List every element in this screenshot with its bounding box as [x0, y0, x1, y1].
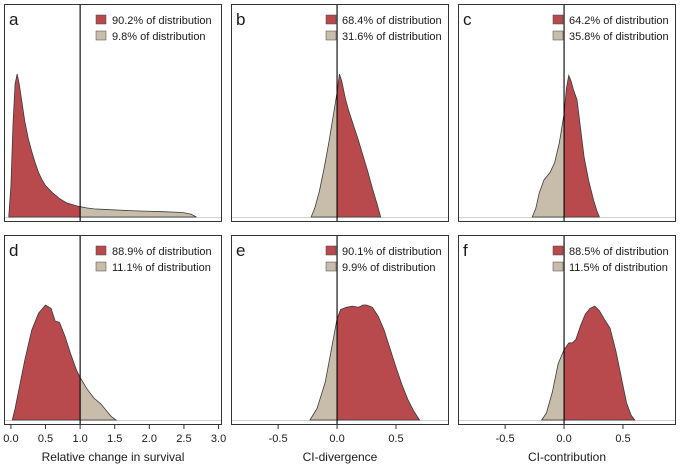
legend-swatch-main-e	[325, 245, 337, 256]
panel-d: d 88.9% of distribution 11.1% of distribut…	[4, 235, 222, 425]
density-left-d	[12, 305, 81, 420]
x-tick-label-1-3: 1.5	[107, 433, 122, 445]
x-tick-label-3-2: 0.5	[615, 433, 630, 445]
x-tick-label-3-0: -0.5	[496, 433, 515, 445]
x-axis-col-2: -0.5 0.0 0.5 CI-divergence	[269, 425, 404, 464]
x-axis-title-3: CI-contribution	[528, 450, 606, 464]
legend-label-other-c: 35.8% of distribution	[569, 31, 669, 43]
legend-swatch-other-f	[552, 261, 564, 272]
density-outline-f	[540, 305, 636, 421]
x-tick-label-1-1: 0.5	[38, 433, 53, 445]
panel-letter-f: f	[463, 241, 468, 260]
x-tick-label-3-1: 0.0	[556, 433, 571, 445]
legend-label-main-c: 64.2% of distribution	[569, 15, 669, 27]
panel-letter-c: c	[463, 10, 472, 29]
density-outline-d	[11, 304, 118, 421]
legend-label-other-f: 11.5% of distribution	[569, 262, 668, 274]
legend-swatch-other-e	[325, 261, 337, 272]
legend-swatch-main-c	[552, 14, 564, 25]
x-axis-col-3: -0.5 0.0 0.5 CI-contribution	[496, 425, 631, 464]
legend-label-main-a: 90.2% of distribution	[112, 15, 212, 27]
density-left-f	[541, 349, 565, 420]
panel-frame-f	[458, 235, 676, 425]
panels-layer: a 90.2% of distribution 9.8% of distributi…	[4, 4, 676, 425]
x-axis-title-2: CI-divergence	[303, 450, 378, 464]
legend-label-main-e: 90.1% of distribution	[342, 246, 442, 258]
legend-label-main-f: 88.5% of distribution	[569, 246, 669, 258]
legend-swatch-other-c	[552, 30, 564, 41]
x-tick-label-1-4: 2.0	[142, 433, 157, 445]
legend-swatch-other-b	[325, 30, 337, 41]
legend-label-other-e: 9.9% of distribution	[342, 262, 436, 274]
x-axis-col-1: 0.0 0.5 1.0 1.5 2.0 2.5 3.0 Relative change in …	[3, 425, 226, 464]
legend-swatch-other-a	[95, 30, 107, 41]
x-tick-label-1-5: 2.5	[176, 433, 191, 445]
panel-frame-c	[458, 4, 676, 222]
x-axes-layer: 0.0 0.5 1.0 1.5 2.0 2.5 3.0 Relative change in …	[3, 425, 631, 464]
panel-frame-e	[231, 235, 449, 425]
x-tick-label-2-0: -0.5	[269, 433, 288, 445]
legend-swatch-main-f	[552, 245, 564, 256]
panel-letter-b: b	[236, 10, 245, 29]
panel-c: c 64.2% of distribution 35.8% of distribut…	[458, 4, 676, 222]
panel-f: f 88.5% of distribution 11.5% of distribut…	[458, 235, 676, 425]
panel-b: b 68.4% of distribution 31.6% of distribut…	[231, 4, 449, 222]
legend-swatch-main-b	[325, 14, 337, 25]
density-outline-a	[8, 73, 197, 218]
legend-swatch-other-d	[95, 261, 107, 272]
density-left-b	[311, 92, 338, 217]
density-outline-e	[309, 304, 421, 421]
panel-letter-d: d	[9, 241, 18, 260]
x-tick-label-1-0: 0.0	[3, 433, 18, 445]
panel-frame-d	[4, 235, 222, 425]
panel-frame-b	[231, 4, 449, 222]
panel-a: a 90.2% of distribution 9.8% of distributi…	[4, 4, 222, 222]
panel-frame-a	[4, 4, 222, 222]
x-axis-title-1: Relative change in survival	[42, 450, 185, 464]
legend-swatch-main-d	[95, 245, 107, 256]
panel-letter-e: e	[236, 241, 245, 260]
density-left-e	[309, 318, 338, 420]
x-tick-label-1-2: 1.0	[72, 433, 87, 445]
panel-letter-a: a	[9, 10, 19, 29]
legend-swatch-main-a	[95, 14, 107, 25]
x-tick-label-2-1: 0.0	[329, 433, 344, 445]
x-tick-label-1-6: 3.0	[211, 433, 226, 445]
legend-label-other-d: 11.1% of distribution	[112, 262, 211, 274]
density-left-a	[8, 74, 81, 217]
density-outline-c	[531, 74, 601, 218]
density-outline-b	[310, 73, 382, 218]
panel-e: e 90.1% of distribution 9.9% of distributi…	[231, 235, 449, 425]
legend-label-main-d: 88.9% of distribution	[112, 246, 212, 258]
legend-label-main-b: 68.4% of distribution	[342, 15, 442, 27]
legend-label-other-a: 9.8% of distribution	[112, 31, 206, 43]
x-tick-label-2-2: 0.5	[388, 433, 403, 445]
legend-label-other-b: 31.6% of distribution	[342, 31, 442, 43]
